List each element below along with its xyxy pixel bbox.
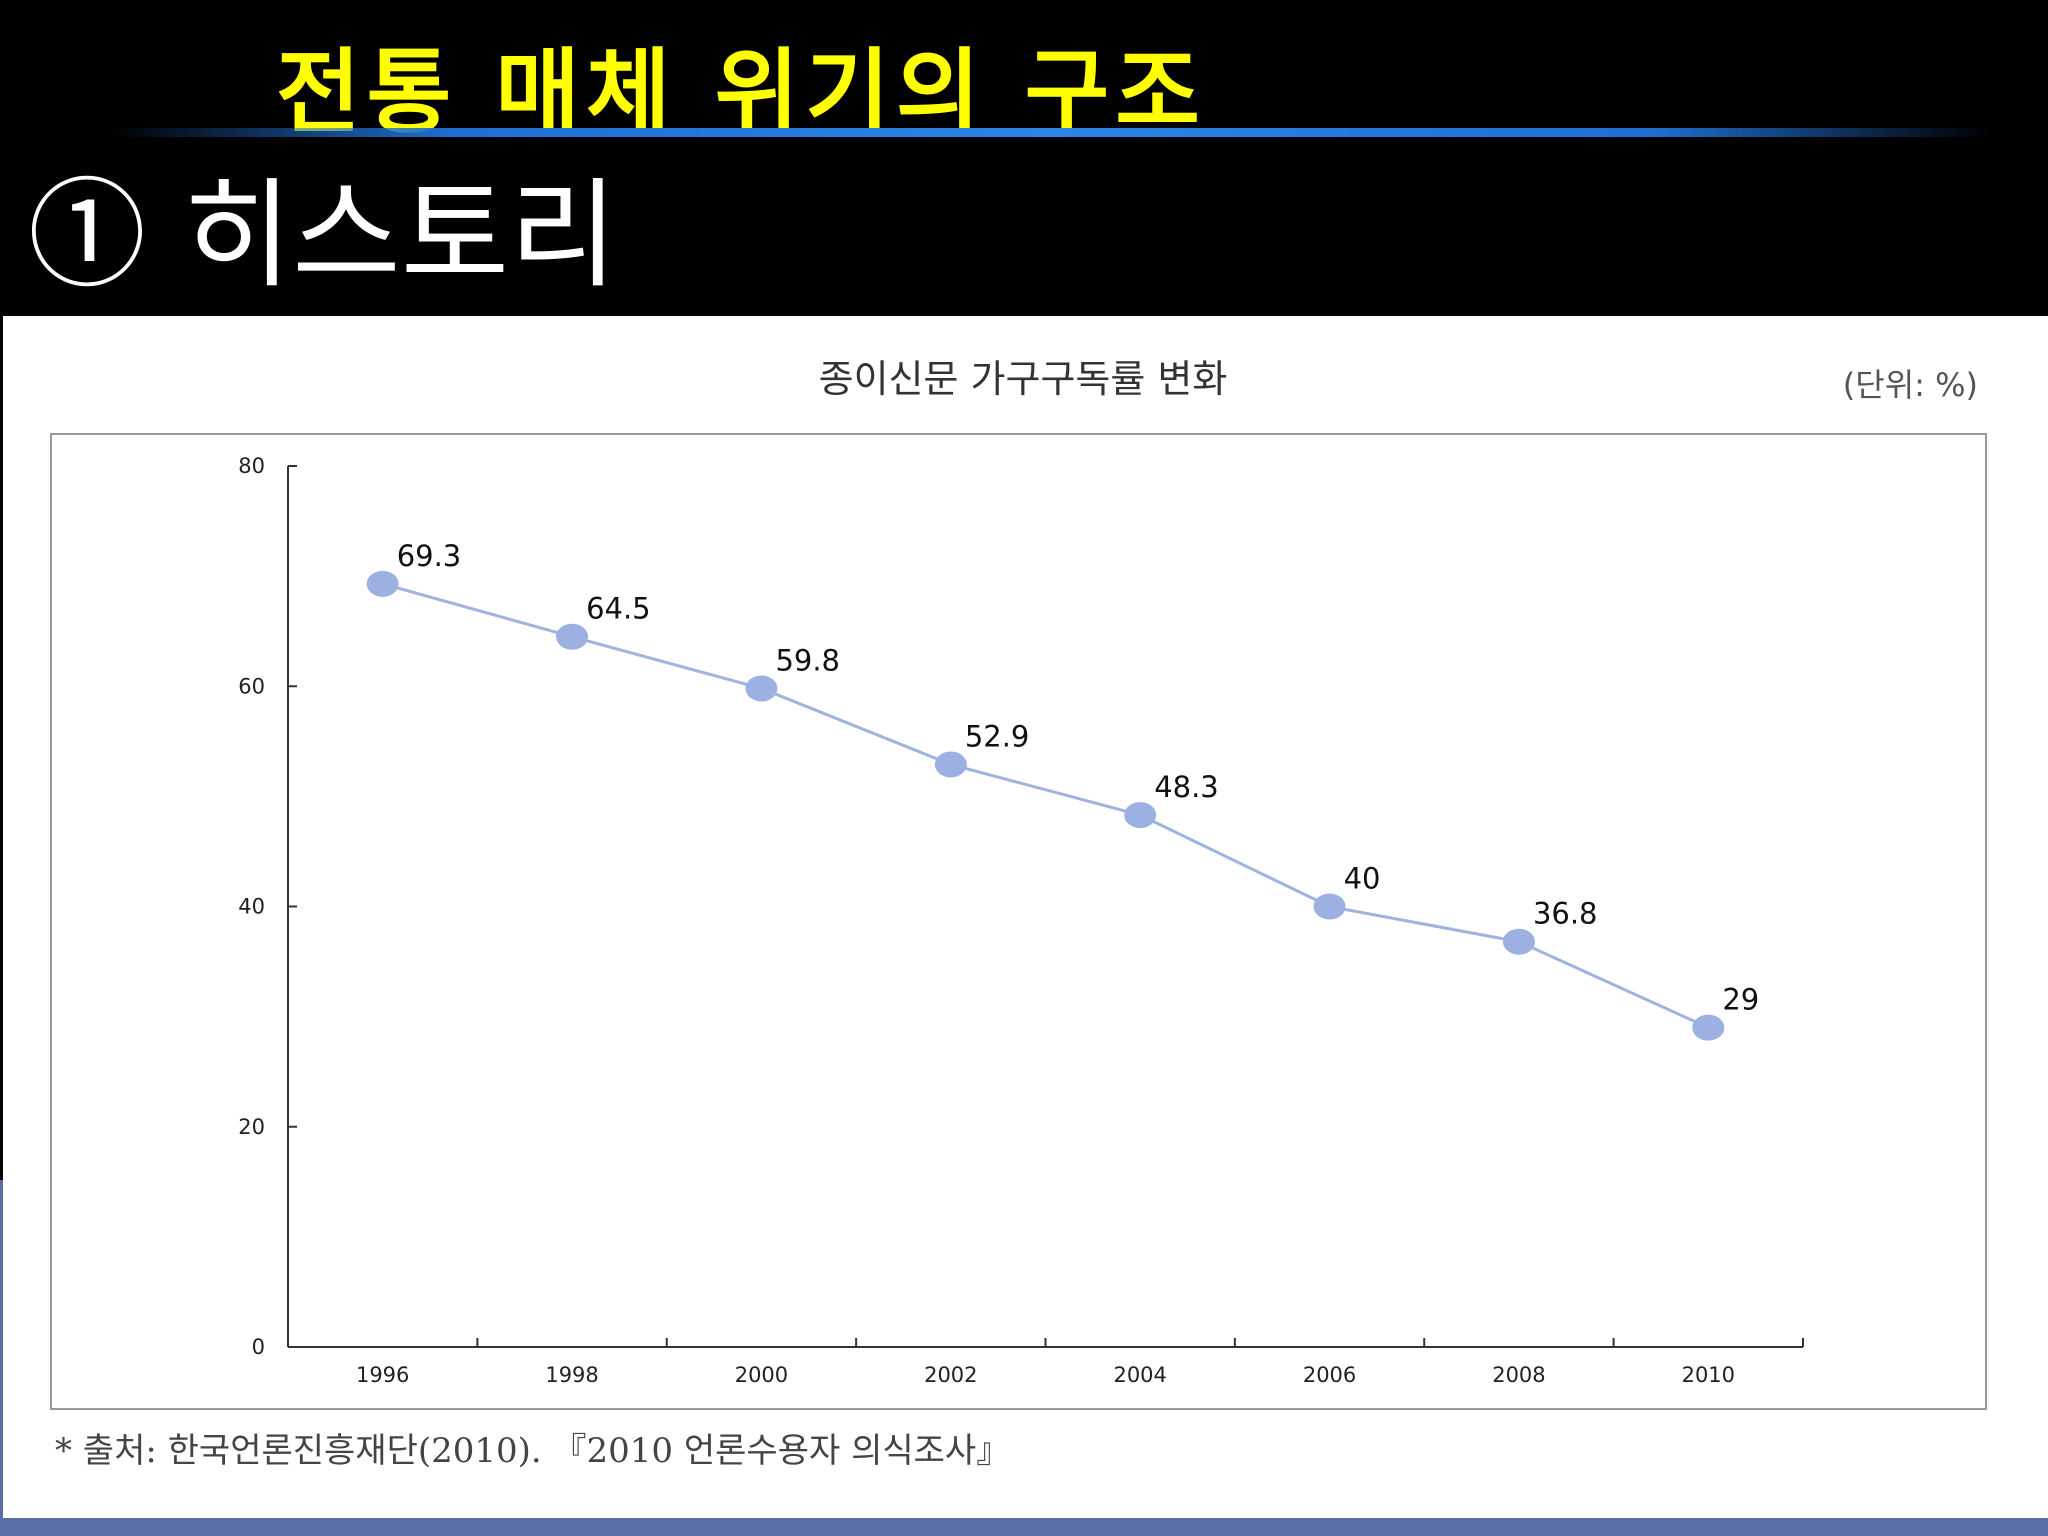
data-label: 59.8 [775,643,840,677]
y-tick-label: 40 [238,895,265,919]
chart-title: 종이신문 가구구독률 변화 [819,357,1228,401]
section-heading: ① 히스토리 [28,166,618,304]
x-tick-label: 1996 [356,1363,409,1387]
data-label: 36.8 [1533,897,1598,931]
x-tick-label: 2002 [924,1363,977,1387]
title-underline [110,128,1990,137]
plot-frame [50,433,1987,1410]
data-labels: 69.3 64.5 59.8 52.9 48.3 40 36.8 29 [397,539,1760,1017]
series [366,570,1725,1041]
data-label: 69.3 [397,539,462,573]
y-tick-label: 80 [238,454,265,478]
data-point [934,751,967,778]
line-chart: 종이신문 가구구독률 변화 (단위: %) 0 20 40 60 80 1996 1998 2… [50,357,1987,1471]
source-note: * 출처: 한국언론진흥재단(2010). 『2010 언론수용자 의식조사』 [55,1431,1010,1471]
data-point [1124,802,1157,829]
data-label: 52.9 [965,719,1030,753]
data-point [1502,928,1535,955]
x-tick-label: 2000 [735,1363,788,1387]
y-tick-label: 60 [238,674,265,698]
y-tick-label: 0 [252,1335,265,1359]
x-tick-label: 1998 [545,1363,598,1387]
y-tick-label: 20 [238,1115,265,1139]
data-label: 48.3 [1154,770,1219,804]
x-tick-label: 2010 [1682,1363,1735,1387]
data-point [1692,1014,1725,1041]
x-tick-label: 2004 [1113,1363,1166,1387]
data-point [1313,893,1346,920]
chart-panel: 종이신문 가구구독률 변화 (단위: %) 0 20 40 60 80 1996 1998 2… [3,316,2048,1518]
series-line [382,582,1709,1030]
axes: 0 20 40 60 80 1996 1998 2000 2002 2004 2006 2008 201… [238,454,1804,1387]
data-point [366,570,399,597]
bottom-band [0,1518,2048,1536]
data-label: 64.5 [586,592,651,626]
data-point [556,623,589,650]
x-tick-label: 2008 [1492,1363,1545,1387]
data-label: 29 [1722,983,1759,1017]
data-point [745,675,778,702]
x-tick-label: 2006 [1303,1363,1356,1387]
unit-label: (단위: %) [1843,366,1978,404]
side-band [0,1180,3,1520]
data-label: 40 [1344,862,1381,896]
